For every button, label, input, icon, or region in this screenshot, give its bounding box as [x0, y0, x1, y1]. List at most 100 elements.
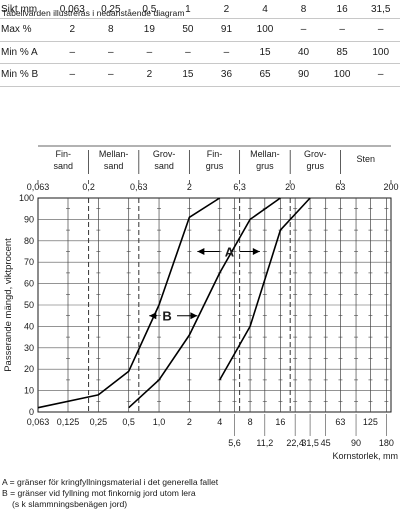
- fraction-label: sand: [54, 161, 74, 171]
- table-row: Min % A – – – – –15 40 85 100: [0, 41, 400, 65]
- table-cell: 40: [284, 41, 323, 65]
- fraction-label: grus: [206, 161, 224, 171]
- top-tick-label: 0,063: [27, 182, 50, 192]
- row-label: Min % A: [0, 41, 53, 65]
- fraction-label: Grov-: [153, 149, 176, 159]
- series-line-min_b: [128, 197, 281, 409]
- table-cell: –: [52, 41, 92, 65]
- table-cell: 15: [245, 41, 285, 65]
- table-cell: 4: [245, 0, 285, 19]
- table-cell: 2: [52, 18, 92, 42]
- table-cell: –: [52, 63, 92, 87]
- table-cell: 2: [207, 0, 246, 19]
- top-tick-label: 63: [335, 182, 345, 192]
- y-tick-label: 50: [24, 300, 34, 310]
- fraction-label: sand: [104, 161, 124, 171]
- x-tick-label: 11,2: [256, 438, 273, 448]
- y-tick-label: 40: [24, 321, 34, 331]
- y-tick-label: 30: [24, 343, 34, 353]
- top-tick-label: 0,2: [82, 182, 95, 192]
- y-tick-label: 80: [24, 236, 34, 246]
- row-label: Sikt mm: [0, 0, 53, 19]
- table-cell: 16: [322, 0, 362, 19]
- y-tick-label: 20: [24, 364, 34, 374]
- table-cell: 2: [130, 63, 169, 87]
- fraction-label: grus: [256, 161, 274, 171]
- fraction-label: grus: [307, 161, 325, 171]
- table-cell: 8: [284, 0, 323, 19]
- table-cell: –: [207, 41, 246, 65]
- table-cell: 65: [245, 63, 285, 87]
- x-tick-label: 4: [217, 417, 222, 427]
- annotation-arrowhead: [197, 248, 205, 255]
- fraction-label: Grov-: [304, 149, 327, 159]
- note-b-continued: (s k slammningsbenägen jord): [12, 499, 128, 509]
- y-tick-label: 10: [24, 386, 34, 396]
- table-cell: –: [91, 63, 131, 87]
- table-cell: 0,063: [52, 0, 92, 19]
- top-tick-label: 6,3: [233, 182, 246, 192]
- table-cell: 36: [207, 63, 246, 87]
- table-cell: 31,5: [361, 0, 400, 19]
- series-line-min_a: [219, 197, 311, 381]
- table-cell: 0,5: [130, 0, 169, 19]
- y-axis-label: Passerande mängd, viktprocent: [3, 238, 14, 372]
- x-tick-label: 1,0: [153, 417, 166, 427]
- table-cell: –: [361, 63, 400, 87]
- x-tick-label: 16: [275, 417, 285, 427]
- table-cell: 100: [322, 63, 362, 87]
- x-tick-label: 8: [248, 417, 253, 427]
- x-tick-label: 0,25: [90, 417, 108, 427]
- annotation-arrowhead: [149, 312, 157, 320]
- y-tick-label: 100: [19, 193, 34, 203]
- x-tick-label: 0,063: [27, 417, 50, 427]
- x-tick-label: 0,5: [122, 417, 135, 427]
- table-header-row: Sikt mm 0,063 0,25 0,5 1 2 4 8 16 31,5: [0, 0, 400, 19]
- table-row: Min % B – –2 15 36 65 90 100–: [0, 63, 400, 87]
- x-tick-label: 125: [363, 417, 378, 427]
- annotation-label: B: [162, 309, 171, 324]
- fraction-label: Fin-: [56, 149, 72, 159]
- annotation-arrowhead: [252, 248, 260, 255]
- table-cell: 8: [91, 18, 131, 42]
- y-tick-label: 90: [24, 214, 34, 224]
- top-tick-label: 20: [285, 182, 295, 192]
- x-tick-label: 180: [379, 438, 394, 448]
- table-cell: 90: [284, 63, 323, 87]
- chart-title: Tabellvärden illustreras i nedanstående …: [2, 8, 185, 18]
- table-cell: –: [284, 18, 323, 42]
- row-label: Min % B: [0, 63, 53, 87]
- table-cell: 91: [207, 18, 246, 42]
- top-tick-label: 0,63: [130, 182, 148, 192]
- table-cell: –: [168, 41, 208, 65]
- x-tick-label: 22,4: [286, 438, 304, 448]
- top-tick-label: 200: [383, 182, 398, 192]
- fraction-label: Fin-: [207, 149, 223, 159]
- annotation-label: A: [225, 245, 235, 260]
- fraction-label: Mellan-: [99, 149, 129, 159]
- sieve-table: Sikt mm 0,063 0,25 0,5 1 2 4 8 16 31,5 Max % 2 8 19 50…: [0, 0, 400, 87]
- x-tick-label: 2: [187, 417, 192, 427]
- table-cell: 0,25: [91, 0, 131, 19]
- table-cell: 15: [168, 63, 208, 87]
- x-tick-label: 63: [335, 417, 345, 427]
- grading-chart: Fin-sand Mellan-sand Grov-sand Fin-grus Mell…: [3, 145, 399, 461]
- y-tick-label: 60: [24, 279, 34, 289]
- table-cell: 19: [130, 18, 169, 42]
- fraction-label: sand: [154, 161, 174, 171]
- table-cell: –: [91, 41, 131, 65]
- row-label: Max %: [0, 18, 53, 42]
- table-cell: –: [322, 18, 362, 42]
- table-cell: 85: [322, 41, 362, 65]
- fraction-label: Mellan-: [250, 149, 280, 159]
- table-cell: –: [361, 18, 400, 42]
- x-tick-label: 0,125: [57, 417, 80, 427]
- x-tick-label: 45: [321, 438, 331, 448]
- annotation-arrowhead: [190, 312, 198, 320]
- table-cell: 1: [168, 0, 208, 19]
- series-line-max: [37, 197, 221, 409]
- table-row: Max % 2 8 19 50 91 100– – –: [0, 18, 400, 42]
- x-tick-label: 31,5: [301, 438, 319, 448]
- table-cell: 100: [361, 41, 400, 65]
- table-cell: 50: [168, 18, 208, 42]
